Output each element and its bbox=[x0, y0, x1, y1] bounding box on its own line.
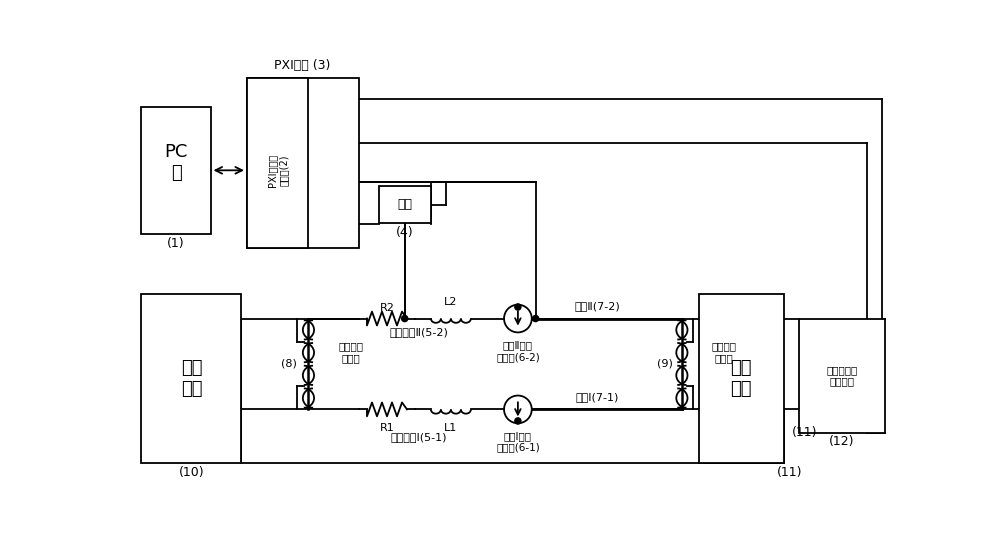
Text: PC
机: PC 机 bbox=[164, 143, 188, 182]
Text: 发送端耦
合装置: 发送端耦 合装置 bbox=[338, 342, 363, 363]
Bar bbox=[799, 318, 885, 432]
Text: (12): (12) bbox=[829, 436, 855, 448]
Text: L2: L2 bbox=[444, 296, 458, 307]
Bar bbox=[247, 78, 308, 248]
Text: 接收端耦
合装置: 接收端耦 合装置 bbox=[712, 342, 737, 363]
Text: PXI机箱 (3): PXI机箱 (3) bbox=[274, 59, 331, 72]
Text: (11): (11) bbox=[777, 466, 802, 479]
Text: 模拟钢轨Ⅰ(5-1): 模拟钢轨Ⅰ(5-1) bbox=[391, 432, 447, 442]
Text: 轨道继电器
接点电路: 轨道继电器 接点电路 bbox=[826, 365, 858, 386]
Circle shape bbox=[402, 315, 408, 322]
Text: 钢轨Ⅰ(7-1): 钢轨Ⅰ(7-1) bbox=[576, 391, 619, 402]
Circle shape bbox=[533, 315, 539, 322]
Bar bbox=[141, 294, 241, 463]
Bar bbox=[699, 294, 784, 463]
Bar bbox=[247, 78, 358, 248]
Bar bbox=[379, 186, 431, 223]
Text: R2: R2 bbox=[380, 303, 394, 313]
Text: (11): (11) bbox=[792, 426, 818, 439]
Text: (4): (4) bbox=[396, 226, 414, 239]
Circle shape bbox=[515, 304, 521, 310]
Text: 发送
设备: 发送 设备 bbox=[181, 359, 202, 398]
Circle shape bbox=[515, 418, 521, 424]
Text: 钢轨Ⅰ电流
传感器(6-1): 钢轨Ⅰ电流 传感器(6-1) bbox=[496, 431, 540, 453]
Text: (1): (1) bbox=[167, 237, 185, 250]
Text: L1: L1 bbox=[444, 423, 458, 433]
Text: 模拟钢轨Ⅱ(5-2): 模拟钢轨Ⅱ(5-2) bbox=[390, 328, 448, 337]
Text: 钢轨Ⅱ(7-2): 钢轨Ⅱ(7-2) bbox=[574, 301, 620, 311]
Text: (10): (10) bbox=[179, 466, 204, 479]
Text: 接收
设备: 接收 设备 bbox=[730, 359, 752, 398]
Text: 功放: 功放 bbox=[397, 198, 412, 211]
Text: (8): (8) bbox=[281, 359, 297, 369]
Bar bbox=[141, 107, 211, 234]
Text: (9): (9) bbox=[657, 359, 673, 369]
Text: R1: R1 bbox=[380, 423, 394, 433]
Text: 钢轨Ⅱ电流
传感器(6-2): 钢轨Ⅱ电流 传感器(6-2) bbox=[496, 340, 540, 362]
Text: PXI多功能
采集卡(2): PXI多功能 采集卡(2) bbox=[267, 154, 288, 187]
